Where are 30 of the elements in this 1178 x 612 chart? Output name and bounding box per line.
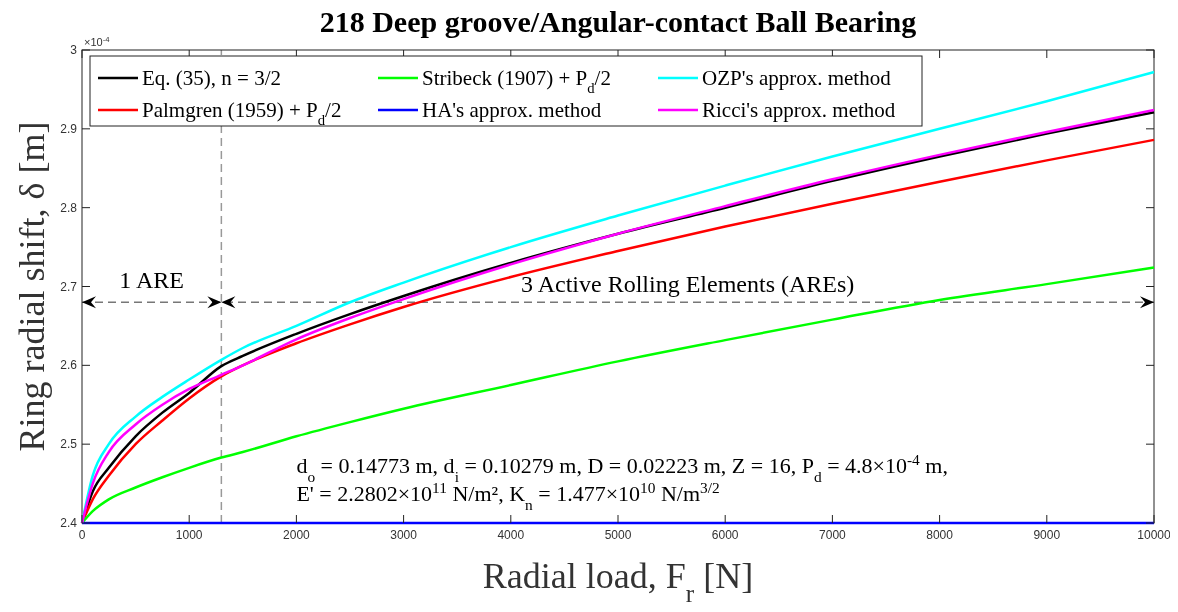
- legend-label: Eq. (35), n = 3/2: [142, 66, 281, 90]
- y-tick-label: 2.5: [60, 437, 78, 452]
- text: ×10$^{-4}$: [84, 34, 111, 48]
- legend-label: Ricci's approx. method: [702, 98, 896, 122]
- x-tick-label: 2000: [283, 528, 311, 542]
- x-tick-label: 6000: [711, 528, 739, 542]
- x-tick-label: 4000: [497, 528, 525, 542]
- y-tick-label: 2.6: [60, 358, 78, 373]
- legend-label: Stribeck (1907) + P$_{d}$/2: [422, 66, 611, 96]
- annotation: 1 ARE: [119, 267, 185, 294]
- x-tick-label: 0: [78, 528, 86, 542]
- y-tick-label: 2.4: [60, 516, 78, 530]
- x-tick-label: 3000: [390, 528, 418, 542]
- y-tick-label: 2.9: [60, 121, 78, 136]
- y-tick-label: 2.7: [60, 279, 78, 294]
- x-tick-label: 9000: [1033, 528, 1061, 542]
- y-tick-label: 3: [70, 43, 78, 57]
- legend-label: Palmgren (1959) + P$_{d}$/2: [142, 98, 342, 128]
- x-axis-title: Radial load, F$_{r}$ [N]: [482, 556, 754, 607]
- y-tick-label: 2.8: [60, 200, 78, 215]
- annotation: 3 Active Rolling Elements (AREs): [521, 271, 855, 298]
- legend-label: HA's approx. method: [422, 98, 602, 122]
- x-tick-label: 7000: [819, 528, 847, 542]
- x-tick-label: 10000: [1137, 528, 1172, 542]
- legend-label: OZP's approx. method: [702, 66, 892, 90]
- x-tick-label: 1000: [175, 528, 203, 542]
- x-tick-label: 5000: [604, 528, 632, 542]
- y-axis-title: Ring radial shift, δ [m]: [12, 121, 52, 452]
- x-tick-label: 8000: [926, 528, 954, 542]
- chart-title: 218 Deep groove/Angular-contact Ball Bearing: [319, 5, 917, 38]
